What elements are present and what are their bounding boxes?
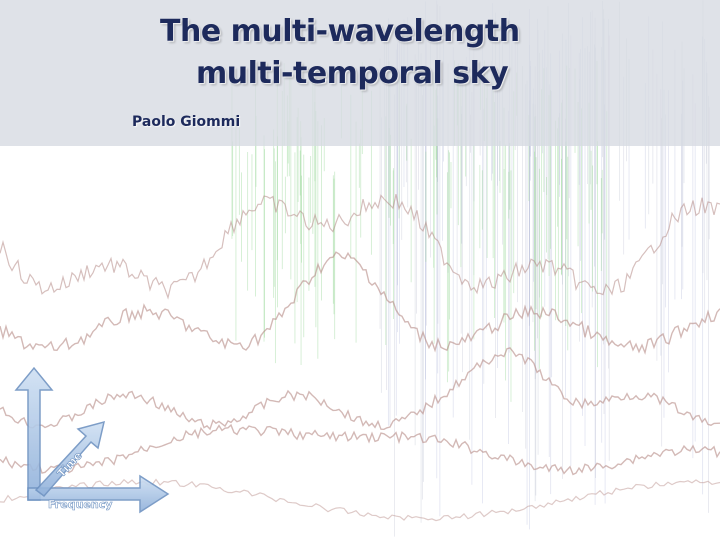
brown-light-curve-floor	[0, 478, 720, 522]
brown-light-curve-lower	[0, 347, 720, 431]
author-name: Paolo Giommi	[132, 114, 241, 130]
time-frequency-axes-logo: Time Frequency	[14, 366, 170, 514]
slide-title-line-2: multi-temporal sky	[196, 56, 509, 91]
time-axis-arrow-icon	[14, 366, 54, 501]
slide-title-line-1: The multi-wavelength	[160, 14, 520, 49]
frequency-axis-arrow-icon	[27, 474, 170, 514]
title-band	[0, 0, 720, 146]
brown-light-curve-bottom	[0, 423, 720, 476]
frequency-axis-label: Frequency	[48, 498, 112, 511]
brown-light-curve-upper	[0, 193, 720, 300]
diagonal-axis-arrow-icon	[34, 420, 106, 498]
light-curves	[0, 193, 720, 522]
brown-light-curve-middle	[0, 251, 720, 355]
